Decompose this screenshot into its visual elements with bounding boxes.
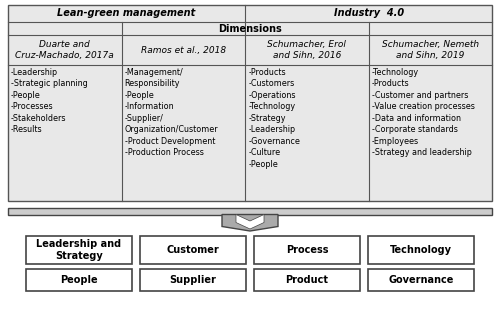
Text: Product: Product — [286, 275, 329, 285]
Text: Governance: Governance — [388, 275, 454, 285]
Text: Dimensions: Dimensions — [218, 24, 282, 34]
FancyBboxPatch shape — [140, 236, 246, 264]
Text: Duarte and
Cruz-Machado, 2017a: Duarte and Cruz-Machado, 2017a — [16, 40, 114, 60]
Text: Technology: Technology — [390, 245, 452, 255]
Text: Customer: Customer — [166, 245, 220, 255]
Text: Process: Process — [286, 245, 328, 255]
Text: Schumacher, Erol
and Sihn, 2016: Schumacher, Erol and Sihn, 2016 — [268, 40, 346, 60]
Polygon shape — [236, 214, 264, 229]
Text: Ramos et al., 2018: Ramos et al., 2018 — [141, 46, 226, 55]
FancyBboxPatch shape — [368, 236, 474, 264]
FancyBboxPatch shape — [368, 269, 474, 291]
Text: Schumacher, Nemeth
and Sihn, 2019: Schumacher, Nemeth and Sihn, 2019 — [382, 40, 479, 60]
Text: -Technology
-Products
-Customer and partners
-Value creation processes
-Data and: -Technology -Products -Customer and part… — [372, 68, 474, 157]
Text: Industry  4.0: Industry 4.0 — [334, 9, 404, 19]
FancyBboxPatch shape — [26, 269, 132, 291]
Text: -Leadership
-Strategic planning
-People
-Processes
-Stakeholders
-Results: -Leadership -Strategic planning -People … — [11, 68, 88, 134]
FancyBboxPatch shape — [254, 269, 360, 291]
FancyBboxPatch shape — [140, 269, 246, 291]
Text: People: People — [60, 275, 98, 285]
Text: Lean-green management: Lean-green management — [58, 9, 196, 19]
Text: -Products
-Customers
-Operations
-Technology
-Strategy
-Leadership
-Governance
-: -Products -Customers -Operations -Techno… — [248, 68, 300, 168]
FancyBboxPatch shape — [8, 207, 492, 214]
FancyBboxPatch shape — [26, 236, 132, 264]
Text: Supplier: Supplier — [170, 275, 216, 285]
Text: -Management/
Responsibility
-People
-Information
-Supplier/
Organization/Custome: -Management/ Responsibility -People -Inf… — [124, 68, 218, 157]
Text: Leadership and
Strategy: Leadership and Strategy — [36, 239, 121, 261]
FancyBboxPatch shape — [8, 5, 492, 201]
Polygon shape — [222, 214, 278, 231]
FancyBboxPatch shape — [254, 236, 360, 264]
